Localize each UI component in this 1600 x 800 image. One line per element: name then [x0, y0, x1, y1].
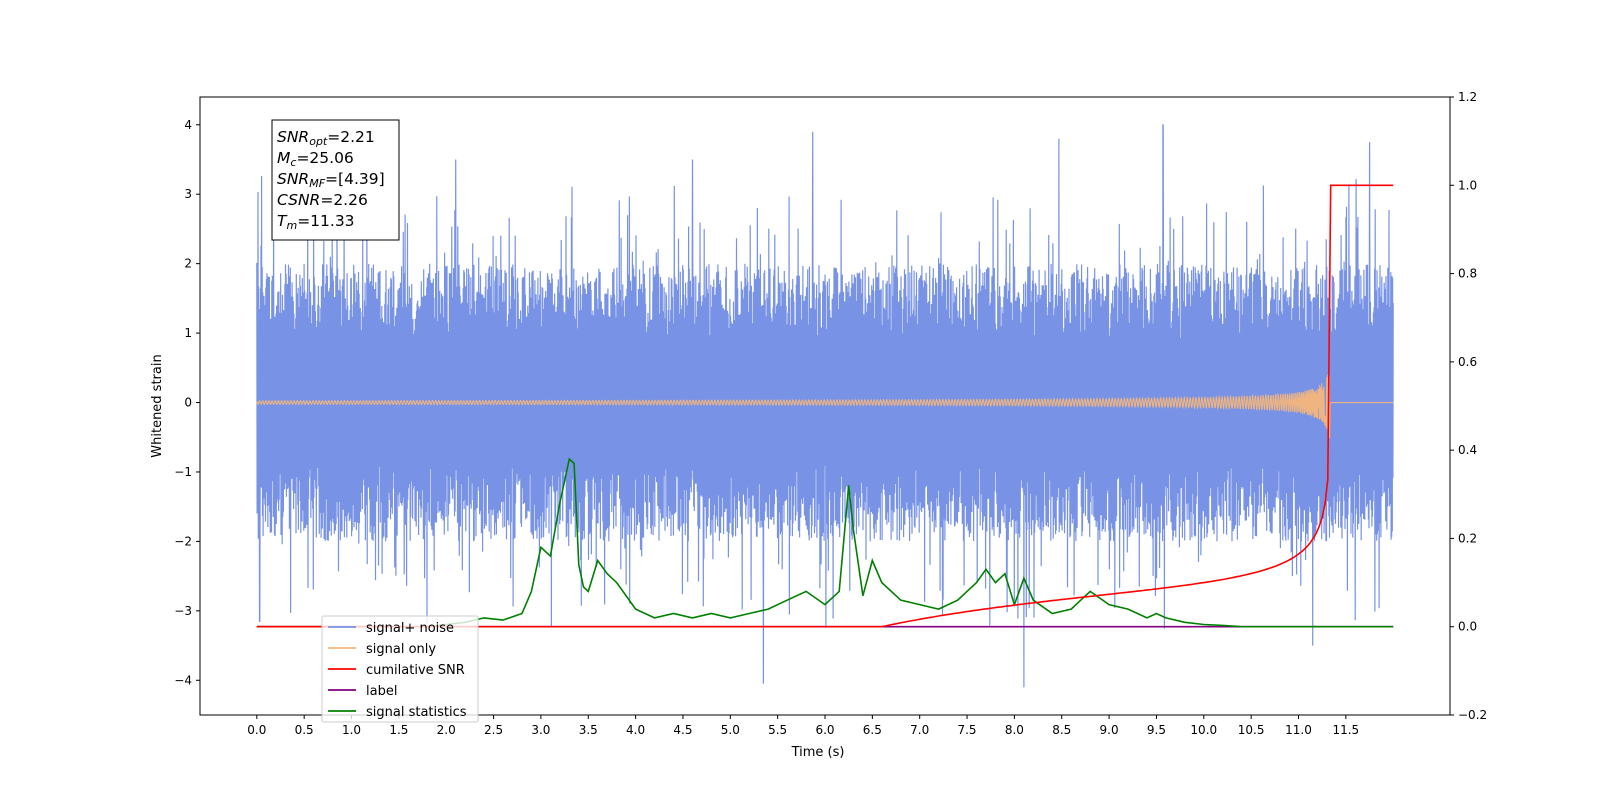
x-tick-label: 5.5 — [768, 723, 787, 737]
x-tick-label: 10.0 — [1190, 723, 1217, 737]
x-tick-label: 9.0 — [1100, 723, 1119, 737]
y-tick-label: 0 — [184, 396, 192, 410]
x-tick-label: 0.0 — [247, 723, 266, 737]
y-right-tick-label: 1.0 — [1458, 178, 1477, 192]
x-tick-label: 10.5 — [1238, 723, 1265, 737]
annotation-line: SNRMF=[4.39] — [277, 170, 385, 190]
annotation-symbol: M — [277, 149, 290, 167]
signal-only-line — [256, 374, 1394, 439]
x-tick-label: 8.0 — [1005, 723, 1024, 737]
y-right-tick-label: 0.6 — [1458, 355, 1477, 369]
x-tick-label: 7.0 — [910, 723, 929, 737]
annotation-frame — [271, 119, 400, 241]
x-tick-label: 4.5 — [673, 723, 692, 737]
x-tick-label: 11.0 — [1285, 723, 1312, 737]
annotation-symbol: SNR — [277, 128, 309, 146]
y-right-tick-label: 0.4 — [1458, 443, 1477, 457]
y-right-tick-label: 0.8 — [1458, 267, 1477, 281]
y-tick-label: 4 — [184, 118, 192, 132]
x-tick-label: 2.5 — [484, 723, 503, 737]
axes-layer: 0.0 0.5 1.0 1.5 2.0 2.5 3.0 3.5 4.0 4.5 5.0 5.5 6.0 6… — [174, 90, 1487, 737]
x-tick-label: 5.0 — [721, 723, 740, 737]
x-tick-label: 0.5 — [295, 723, 314, 737]
y-tick-label: −1 — [174, 465, 192, 479]
annotation-line: CSNR=2.26 — [277, 191, 368, 209]
x-tick-label: 8.5 — [1052, 723, 1071, 737]
annotation-value: =2.26 — [320, 191, 368, 209]
x-tick-label: 6.5 — [863, 723, 882, 737]
x-tick-label: 3.5 — [579, 723, 598, 737]
y-right-tick-label: 0.0 — [1458, 620, 1477, 634]
stats-annotation-box: SNRopt=2.21Mc=25.06SNRMF=[4.39]CSNR=2.26… — [271, 119, 400, 241]
y-tick-label: 3 — [184, 187, 192, 201]
legend: signal+ noise signal only cumilative SNR la… — [321, 615, 479, 723]
legend-entry-label: label — [366, 684, 397, 699]
y-tick-label: −2 — [174, 534, 192, 548]
annotation-subscript: m — [286, 219, 297, 232]
annotation-symbol: CSNR — [277, 191, 320, 209]
annotation-line: Mc=25.06 — [277, 149, 354, 169]
legend-entry-label: signal+ noise — [366, 621, 454, 636]
annotation-symbol: T — [277, 212, 288, 230]
annotation-line: Tm=11.33 — [277, 212, 355, 232]
x-tick-label: 9.5 — [1147, 723, 1166, 737]
x-tick-label: 3.0 — [531, 723, 550, 737]
signal-statistics-line — [256, 457, 1394, 628]
x-tick-label: 1.0 — [342, 723, 361, 737]
y-axis-label: Whitened strain — [150, 354, 165, 457]
annotation-subscript: opt — [309, 135, 328, 148]
x-axis-label: Time (s) — [791, 745, 845, 760]
y-tick-label: 2 — [184, 257, 192, 271]
x-tick-label: 11.5 — [1332, 723, 1359, 737]
x-tick-label: 1.5 — [389, 723, 408, 737]
y-right-tick-label: 1.2 — [1458, 90, 1477, 104]
legend-entry-label: signal statistics — [366, 705, 467, 720]
annotation-value: =25.06 — [296, 149, 353, 167]
legend-frame — [321, 615, 479, 723]
annotation-line: SNRopt=2.21 — [277, 128, 375, 148]
x-tick-label: 4.0 — [626, 723, 645, 737]
y-tick-label: −3 — [174, 604, 192, 618]
annotation-value: =[4.39] — [325, 170, 385, 188]
y-right-tick-label: −0.2 — [1458, 708, 1487, 722]
x-tick-label: 6.0 — [815, 723, 834, 737]
x-tick-label: 7.5 — [957, 723, 976, 737]
y-tick-label: −4 — [174, 673, 192, 687]
annotation-value: =11.33 — [297, 212, 354, 230]
legend-entry-label: cumilative SNR — [366, 663, 465, 678]
legend-entry-label: signal only — [366, 642, 436, 657]
y-right-tick-label: 0.2 — [1458, 531, 1477, 545]
x-tick-label: 2.0 — [437, 723, 456, 737]
annotation-value: =2.21 — [327, 128, 375, 146]
annotation-subscript: MF — [309, 177, 325, 190]
annotation-subscript: c — [290, 156, 296, 169]
y-tick-label: 1 — [184, 326, 192, 340]
annotation-symbol: SNR — [277, 170, 309, 188]
signal-noise-line — [256, 124, 1394, 688]
